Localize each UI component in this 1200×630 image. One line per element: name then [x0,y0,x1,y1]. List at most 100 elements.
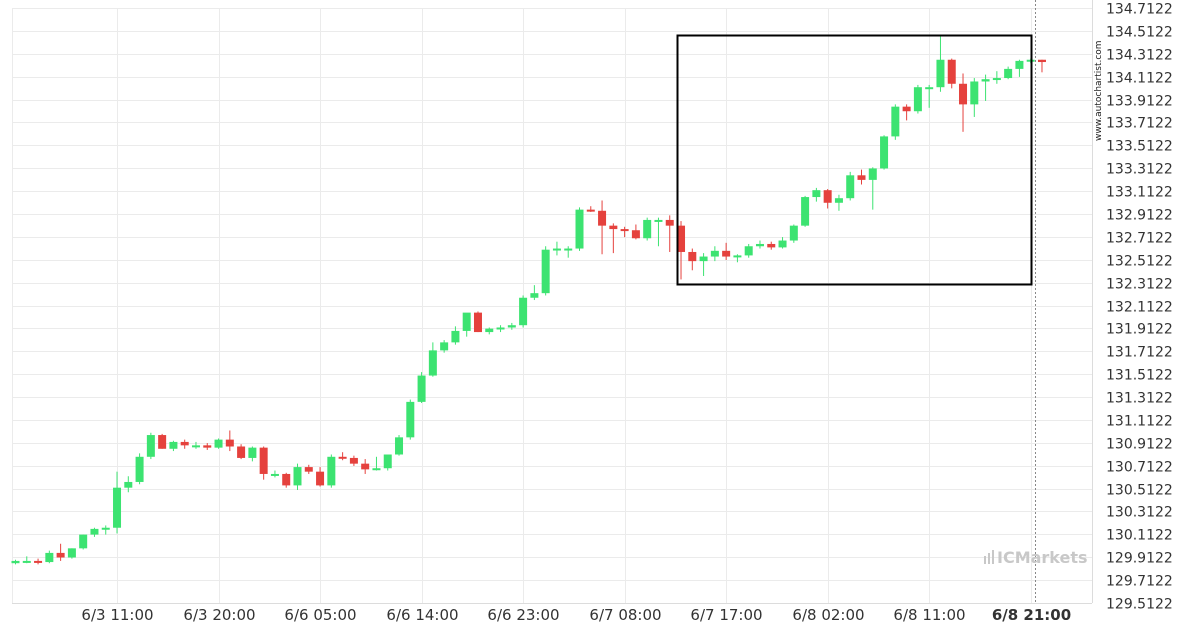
candle-body-up [372,468,381,471]
candle-body-down [1037,59,1046,63]
candle-body-down [722,250,731,257]
y-tick-label: 131.9122 [1106,322,1173,338]
candle-body-up [113,487,122,528]
candle-body-up [507,325,516,328]
candle-body-down [620,229,629,232]
candle-body-up [79,534,88,549]
grid-layer [12,0,1093,604]
candle-body-up [169,441,178,449]
candle-body-up [552,248,561,251]
candle-body-down [947,59,956,84]
candle-body-up [880,136,889,169]
y-tick-label: 132.9122 [1106,208,1173,224]
candle-body-up [1015,60,1024,69]
x-tick-label: 6/8 11:00 [893,606,965,624]
candle-body-up [327,456,336,486]
x-tick-label: 6/3 11:00 [81,606,153,624]
candle-body-down [665,219,674,226]
y-tick-label: 130.3122 [1106,505,1173,521]
pattern-box [676,34,1033,286]
candle-body-up [970,81,979,105]
candle-body-up [67,548,76,558]
icmarkets-logo: ICMarkets [984,548,1088,567]
candle-body-down [688,251,697,262]
x-tick-label: 6/8 21:00 [992,606,1071,624]
candle-body-up [440,342,449,351]
candle-body-down [56,552,65,558]
candle-body-down [586,209,595,212]
candle-body-up [812,190,821,198]
candle-body-down [338,456,347,459]
candle-body-down [857,175,866,180]
candles-layer [11,34,1046,565]
candle-body-down [902,106,911,112]
candle-body-down [316,471,325,486]
candle-body-up [45,552,54,563]
candle-body-up [428,350,437,376]
candle-body-down [959,83,968,105]
candle-body-up [191,445,200,448]
axis-layer: 134.7122 134.5122 134.3122 134.1122 133.9122… [81,2,1172,625]
y-tick-label: 133.1122 [1106,185,1173,201]
candle-body-up [868,168,877,180]
candle-body-up [22,560,31,563]
candle-body-up [214,439,223,448]
candle-body-down [203,445,212,448]
logo-text: ICMarkets [997,548,1088,567]
x-tick-label: 6/6 23:00 [487,606,559,624]
candle-body-up [90,528,99,535]
x-tick-label: 6/6 05:00 [284,606,356,624]
candle-body-up [417,375,426,402]
y-tick-label: 131.1122 [1106,414,1173,430]
candle-body-up [981,79,990,82]
candle-body-down [598,210,607,226]
overlay-layer [676,0,1036,603]
y-tick-label: 133.5122 [1106,139,1173,155]
candle-body-up [383,454,392,469]
candle-body-down [349,457,358,464]
y-tick-label: 131.3122 [1106,391,1173,407]
y-tick-label: 130.5122 [1106,483,1173,499]
y-tick-label: 134.1122 [1106,71,1173,87]
x-tick-label: 6/7 17:00 [690,606,762,624]
candle-body-up [654,219,663,222]
y-tick-label: 134.7122 [1106,2,1173,18]
candle-body-up [146,435,155,457]
y-tick-label: 129.7122 [1106,574,1173,590]
y-tick-label: 133.3122 [1106,162,1173,178]
y-tick-label: 130.7122 [1106,460,1173,476]
candle-body-up [778,240,787,248]
candle-body-up [789,225,798,241]
y-tick-label: 134.3122 [1106,48,1173,64]
candle-body-up [530,293,539,298]
y-tick-label: 129.9122 [1106,551,1173,567]
candle-body-up [101,527,110,530]
candle-body-up [913,87,922,112]
candle-body-down [237,446,246,458]
candle-body-up [451,330,460,343]
candle-body-down [282,473,291,486]
candle-body-up [834,198,843,203]
candle-body-down [361,463,370,470]
candle-body-up [485,328,494,333]
y-tick-label: 129.5122 [1106,597,1173,613]
candle-body-up [925,87,934,90]
candle-body-down [259,447,268,474]
y-tick-label: 132.1122 [1106,300,1173,316]
candle-body-down [677,225,686,252]
candle-body-up [124,481,133,488]
candle-body-up [462,312,471,331]
candle-body-up [248,447,257,458]
candle-body-down [225,439,234,447]
candle-body-up [293,467,302,486]
candle-body-down [609,225,618,230]
x-tick-label: 6/6 14:00 [386,606,458,624]
candle-body-up [891,106,900,137]
candle-body-up [733,255,742,258]
y-tick-label: 131.5122 [1106,368,1173,384]
candle-body-up [395,437,404,455]
candle-body-up [710,250,719,257]
candle-body-up [564,248,573,251]
candle-body-down [823,190,832,203]
